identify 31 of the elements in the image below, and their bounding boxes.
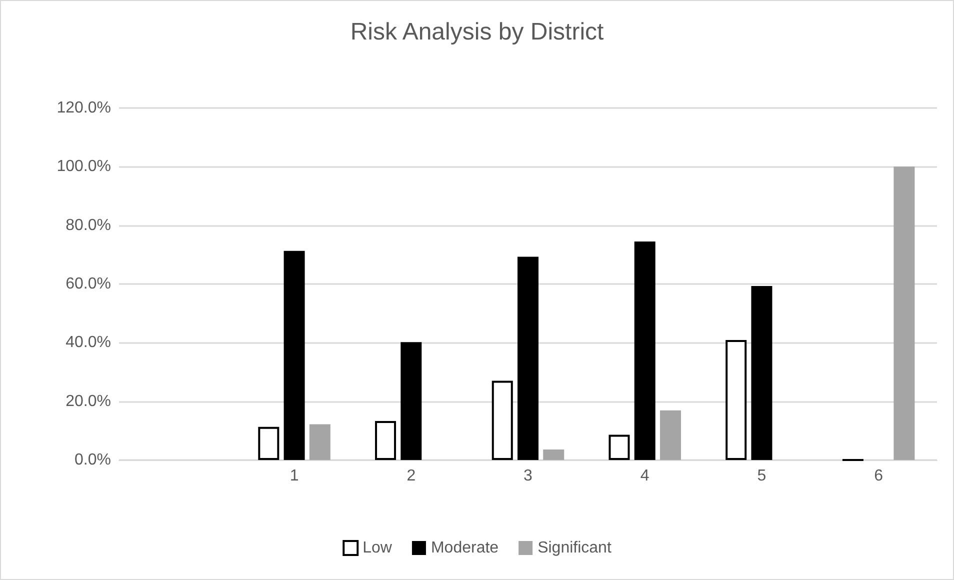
legend-label: Low bbox=[362, 540, 392, 556]
x-tick-label: 6 bbox=[874, 468, 884, 484]
bar bbox=[258, 426, 280, 460]
y-tick-label: 120.0% bbox=[56, 100, 111, 116]
y-tick-label: 100.0% bbox=[56, 158, 111, 176]
x-tick-label: 3 bbox=[524, 468, 533, 484]
bar bbox=[751, 286, 772, 460]
bar bbox=[284, 250, 305, 460]
legend-label: Significant bbox=[538, 540, 612, 556]
bar bbox=[543, 449, 564, 460]
bar bbox=[660, 410, 681, 460]
y-tick-label: 80.0% bbox=[66, 216, 111, 234]
bar bbox=[492, 380, 513, 460]
y-tick-label: 20.0% bbox=[66, 392, 111, 410]
y-tick-label: 60.0% bbox=[66, 276, 111, 292]
y-tick-label: 40.0% bbox=[66, 334, 111, 352]
x-tick-label: 2 bbox=[406, 468, 416, 484]
bar bbox=[634, 241, 656, 460]
legend-label: Moderate bbox=[430, 540, 499, 556]
y-tick-label: 0.0% bbox=[74, 452, 111, 468]
x-tick-label: 1 bbox=[290, 468, 299, 484]
bar bbox=[894, 166, 915, 460]
bar bbox=[608, 434, 630, 460]
bar bbox=[309, 424, 330, 460]
bar bbox=[375, 420, 396, 460]
bar bbox=[726, 340, 747, 460]
x-tick-label: 5 bbox=[757, 468, 766, 484]
x-tick-label: 4 bbox=[640, 468, 650, 484]
chart-title: Risk Analysis by District bbox=[350, 18, 604, 46]
bar bbox=[400, 342, 422, 460]
bar bbox=[518, 256, 538, 460]
